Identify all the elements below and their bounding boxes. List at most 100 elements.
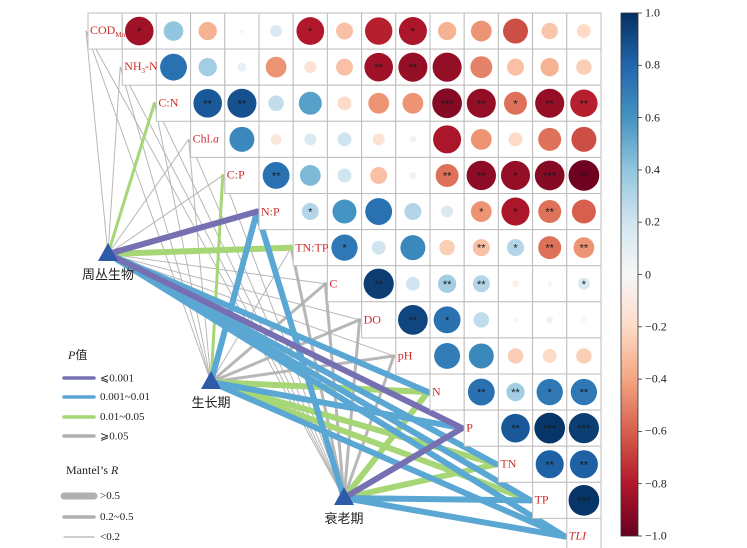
sig-stars-6-7: * [342,243,347,255]
grid-cell-1-12 [497,48,534,86]
corr-circle-2-10 [432,88,462,119]
corr-circle-7-13 [547,281,552,286]
corr-circle-7-14 [577,277,590,290]
corr-circle-8-10 [433,306,461,334]
sig-stars-0-1: * [137,26,142,38]
corr-circle-5-14 [571,199,596,224]
corr-circle-6-12 [507,239,524,257]
corr-circle-9-13 [542,349,557,363]
grid-cell-3-3 [190,120,226,158]
corr-circle-10-11 [467,378,495,406]
corr-circle-4-12 [500,160,531,190]
mantel-link-1-14 [208,379,568,540]
sig-stars-6-13: ** [545,243,554,255]
corr-circle-6-10 [439,239,455,256]
sig-stars-5-12: * [513,207,518,219]
sig-stars-2-4: ** [238,98,247,110]
sig-stars-4-13: *** [543,170,557,182]
corr-circle-1-5 [265,56,287,78]
corr-circle-4-14 [568,160,600,191]
colorbar [620,12,642,537]
corr-circle-2-14 [570,89,598,117]
grid-cell-13-13 [532,481,568,519]
sig-stars-7-11: ** [477,279,486,291]
corr-circle-1-6 [304,61,317,74]
corr-circle-4-6 [299,165,321,186]
sig-stars-10-13: * [548,387,553,399]
corr-circle-0-2 [163,21,184,41]
corr-circle-6-9 [400,235,426,261]
corr-circle-8-13 [546,316,554,324]
corr-circle-4-5 [262,162,290,189]
mantel-link-1-0 [85,30,212,383]
corr-circle-5-6 [301,203,319,221]
mantel-link-2-11 [341,425,466,501]
corr-circle-6-8 [371,240,386,255]
grid-cell-8-8 [361,301,397,339]
grid-cell-14-14 [566,517,602,548]
corr-circle-4-7 [337,168,352,183]
sig-stars-2-12: * [513,98,518,110]
sig-stars-8-9: ** [409,315,418,327]
mantel-link-0-5 [105,208,260,257]
corr-circle-1-12 [507,58,524,76]
corr-circle-12-13 [535,450,564,479]
sig-stars-2-3: ** [203,98,212,110]
mantel-link-2-14 [341,495,568,540]
corr-circle-1-8 [364,52,393,82]
corr-circle-2-9 [402,92,424,114]
mantel-link-2-3 [188,138,345,499]
corr-circle-3-8 [372,133,385,146]
corr-circle-0-11 [470,20,492,42]
sig-stars-10-14: ** [580,387,589,399]
corr-circle-11-12 [501,413,530,443]
corr-circle-4-10 [435,163,459,187]
corr-circle-3-12 [508,132,523,147]
corr-circle-2-8 [368,92,390,114]
corr-circle-0-10 [437,21,457,41]
mantel-link-1-2 [153,102,212,383]
sig-stars-4-12: * [513,170,518,182]
corr-circle-5-12 [501,197,530,226]
mantel-link-0-14 [105,251,568,540]
mantel-link-0-4 [107,174,224,255]
corr-circle-10-14 [570,378,598,406]
sig-stars-2-13: ** [545,98,554,110]
sig-stars-10-12: ** [511,387,520,399]
correlation-cells: * * *** **** ** *** ** * ** **** ** ** * *** *** * * *** *… [125,16,600,516]
corr-circle-0-7 [336,22,353,40]
sig-stars-5-13: ** [545,207,554,219]
corr-circle-2-13 [535,88,565,118]
mantel-link-1-4 [209,173,225,384]
corr-circle-3-11 [470,128,492,150]
sig-stars-1-9: ** [409,62,418,74]
grid-cell-2-5 [258,84,294,122]
corr-circle-5-9 [404,203,422,221]
mantel-link-0-0 [85,30,109,255]
grid-cell-5-5 [258,193,294,231]
sig-stars-0-6: * [308,26,313,38]
corr-circle-1-9 [398,52,428,82]
corr-circle-3-9 [409,135,417,143]
corr-circle-5-13 [538,200,562,224]
corr-circle-6-14 [573,237,595,259]
corr-circle-5-11 [470,201,492,222]
sig-stars-11-14: *** [577,423,591,435]
mantel-link-2-2 [153,102,345,499]
grid-cell-9-9 [395,337,431,375]
corr-circle-1-7 [336,58,353,76]
corr-circle-6-7 [331,234,358,261]
corr-circle-0-13 [541,22,558,40]
corr-circle-6-11 [472,239,490,257]
mantel-links-layer [85,30,568,540]
corr-circle-1-10 [432,52,462,82]
corr-circle-12-14 [569,450,598,479]
corr-circle-10-13 [536,378,563,406]
grid-cell-2-2 [155,84,192,122]
corr-circle-8-9 [398,304,428,335]
corr-circle-8-11 [473,312,490,328]
corr-circle-0-4 [239,28,245,34]
mantel-node-2 [334,487,354,505]
grid-cell-6-6 [292,229,328,267]
